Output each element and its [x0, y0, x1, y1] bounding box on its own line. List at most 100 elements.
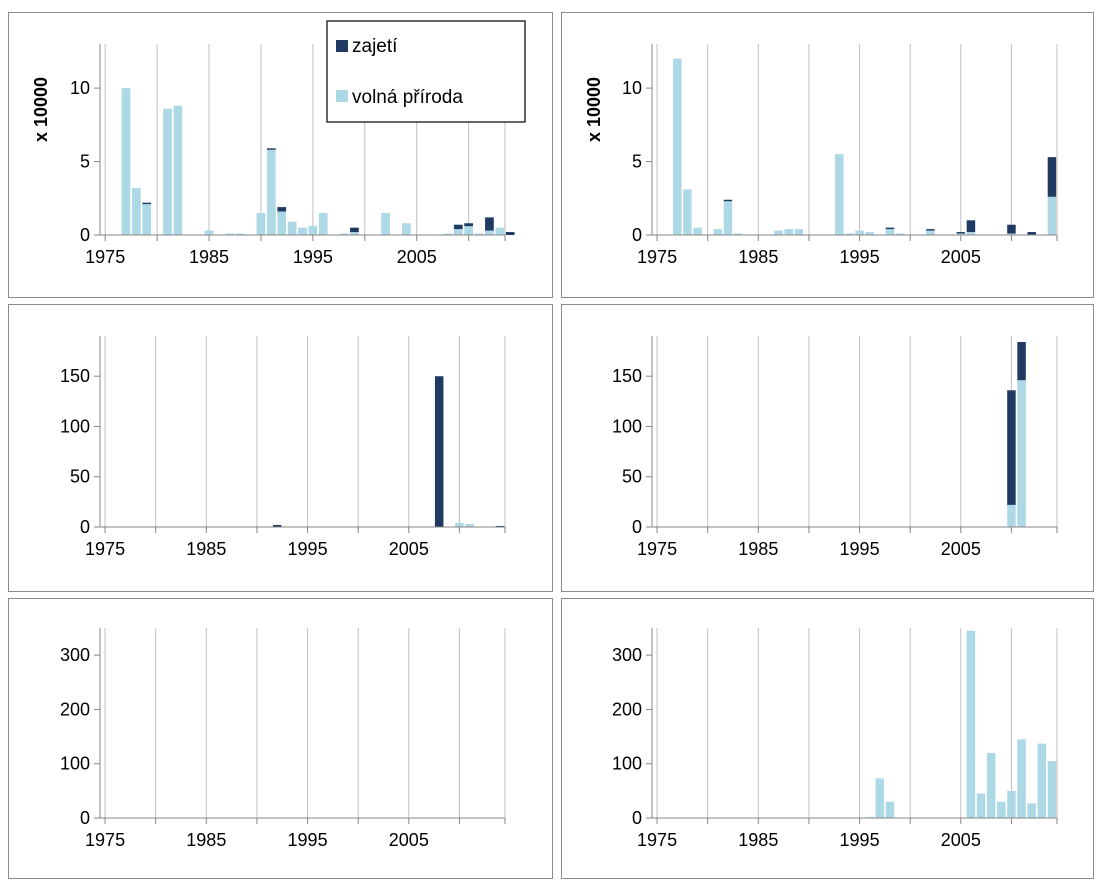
x-tick-label: 1985: [738, 247, 778, 267]
bar-captivity: [926, 229, 935, 231]
bar-wild: [339, 233, 349, 235]
bar-wild: [845, 233, 854, 235]
chart-middle-right: 0 50 100 150 1975 1985 1995 2005: [612, 336, 1058, 559]
y-axis-title: x 10000: [31, 77, 51, 142]
x-tick-label: 1995: [288, 830, 328, 850]
bar-captivity: [505, 232, 515, 235]
chart-bottom-right: 0 100 200 300 1975 1985 1995 2005: [612, 628, 1058, 850]
chart-panel-middle-left: 0 50 100 150 1975 1985 1995 2005: [8, 304, 553, 592]
y-tick-label: 300: [612, 645, 642, 665]
y-tick-label: 0: [80, 517, 90, 537]
y-tick-label: 50: [622, 467, 642, 487]
bar-wild: [298, 227, 307, 235]
bar-wild: [865, 232, 874, 235]
bar-captivity: [266, 148, 276, 150]
bar-captivity: [956, 232, 966, 234]
bar-captivity: [277, 207, 287, 212]
x-tick-label: 2005: [941, 539, 981, 559]
bar-wild: [495, 227, 505, 235]
bar-wild: [318, 212, 328, 235]
y-tick-label: 100: [612, 754, 642, 774]
bar-wild: [173, 105, 183, 235]
chart-panel-bottom-right: 0 100 200 300 1975 1985 1995 2005: [561, 598, 1094, 879]
chart-panel-middle-right: 0 50 100 150 1975 1985 1995 2005: [561, 304, 1094, 592]
x-tick-label: 2005: [389, 830, 429, 850]
y-tick-label: 0: [632, 808, 642, 828]
bar-wild: [774, 230, 783, 235]
bar-wild: [673, 58, 682, 235]
y-tick-label: 150: [60, 366, 90, 386]
bar-wild: [131, 187, 141, 235]
bar-captivity: [464, 223, 474, 227]
x-tick-label: 1975: [637, 247, 677, 267]
x-tick-label: 1995: [288, 539, 328, 559]
bar-captivity: [1027, 232, 1036, 235]
y-tick-label: 0: [632, 225, 642, 245]
bar-wild: [443, 233, 453, 235]
bar-wild: [733, 233, 743, 235]
y-tick-label: 0: [632, 517, 642, 537]
x-tick-label: 1975: [637, 539, 677, 559]
bar-wild: [885, 801, 895, 818]
bar-captivity: [1017, 342, 1026, 381]
y-tick-label: 50: [70, 467, 90, 487]
legend-swatch-wild: [336, 90, 348, 102]
chart-top-left: 0 5 10 1975 1985 1995 2005 x 10000 zajetí volná p…: [31, 20, 526, 267]
bar-wild: [464, 226, 474, 235]
legend-label-wild: volná příroda: [352, 87, 463, 108]
bar-captivity: [885, 227, 895, 230]
y-tick-label: 200: [60, 699, 90, 719]
x-tick-label: 2005: [941, 247, 981, 267]
x-tick-label: 1985: [189, 247, 229, 267]
bar-wild: [784, 229, 793, 235]
bar-wild: [1007, 233, 1016, 235]
x-tick-label: 1995: [840, 539, 880, 559]
bar-captivity: [272, 524, 282, 527]
bar-wild: [693, 227, 702, 235]
x-tick-label: 2005: [389, 539, 429, 559]
bar-wild: [976, 793, 986, 818]
x-tick-label: 1985: [738, 539, 778, 559]
y-axis-title: x 10000: [584, 77, 604, 142]
y-tick-label: 0: [80, 225, 90, 245]
bar-wild: [683, 189, 692, 235]
bar-captivity: [453, 224, 463, 230]
bar-wild: [485, 230, 494, 235]
x-tick-label: 1985: [738, 830, 778, 850]
bar-wild: [1027, 803, 1036, 818]
x-tick-label: 2005: [397, 247, 437, 267]
bar-wild: [966, 630, 976, 818]
bar-captivity: [485, 217, 494, 231]
x-tick-label: 1995: [840, 247, 880, 267]
bar-captivity: [1007, 390, 1016, 505]
bar-wild: [225, 233, 235, 235]
bar-wild: [1017, 380, 1026, 527]
legend-swatch-captivity: [336, 40, 348, 52]
bar-wild: [204, 230, 214, 235]
bar-wild: [1037, 743, 1047, 818]
bar-wild: [723, 201, 733, 235]
y-tick-label: 10: [622, 78, 642, 98]
y-tick-label: 150: [612, 366, 642, 386]
bar-captivity: [1047, 157, 1057, 197]
bar-wild: [885, 229, 895, 235]
bar-wild: [256, 212, 266, 235]
bar-wild: [350, 232, 359, 235]
x-tick-label: 1985: [186, 539, 226, 559]
y-tick-label: 10: [70, 78, 90, 98]
chart-bottom-left: 0 100 200 300 1975 1985 1995 2005: [60, 628, 506, 850]
chart-panel-top-left: 0 5 10 1975 1985 1995 2005 x 10000 zajetí volná p…: [8, 12, 553, 298]
bar-captivity: [723, 199, 733, 202]
x-tick-label: 2005: [941, 830, 981, 850]
x-tick-label: 1975: [85, 247, 125, 267]
chart-panel-bottom-left: 0 100 200 300 1975 1985 1995 2005: [8, 598, 553, 879]
y-tick-label: 100: [60, 416, 90, 436]
legend-box: [326, 20, 526, 123]
x-tick-label: 1995: [293, 247, 333, 267]
bar-wild: [986, 752, 996, 818]
bar-wild: [142, 204, 152, 235]
bar-captivity: [495, 525, 505, 527]
x-tick-label: 1975: [85, 539, 125, 559]
bar-wild: [794, 229, 804, 235]
bar-wild: [465, 523, 474, 527]
